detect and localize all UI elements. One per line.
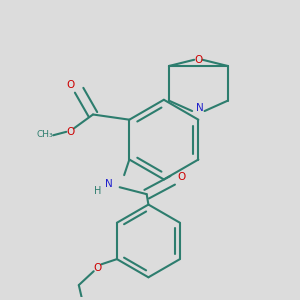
Text: N: N: [105, 179, 112, 189]
Text: CH₃: CH₃: [36, 130, 53, 139]
Text: O: O: [194, 55, 202, 65]
Text: H: H: [94, 186, 101, 196]
Text: O: O: [177, 172, 185, 182]
Text: O: O: [94, 263, 102, 273]
Text: N: N: [196, 103, 204, 112]
Text: O: O: [66, 80, 75, 90]
Text: O: O: [66, 127, 75, 137]
